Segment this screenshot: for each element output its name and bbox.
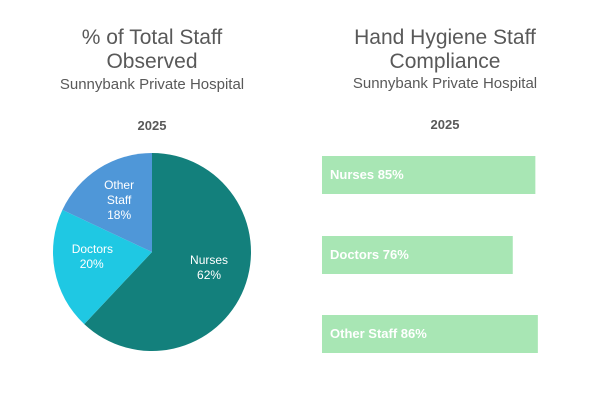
chart-title: % of Total Staff Observed: [81, 26, 223, 73]
bar: [322, 236, 513, 274]
bar-label: Nurses 85%: [330, 167, 404, 182]
chart-subtitle: Sunnybank Private Hospital: [59, 76, 245, 93]
slice-label: Other Staff 18%: [89, 178, 149, 223]
bar: [322, 315, 538, 353]
category-label: Nurses: [190, 252, 229, 267]
value-label: 18%: [107, 208, 132, 223]
pie-slice: [84, 153, 252, 351]
value-label: 62%: [197, 267, 222, 282]
chart-subtitle: Sunnybank Private Hospital: [352, 75, 538, 92]
category-label: Other Staff: [104, 178, 135, 208]
slice-label: Nurses 62%: [179, 253, 239, 283]
bar: [322, 156, 536, 194]
chart-title: Hand Hygiene Staff Compliance: [354, 26, 536, 73]
year-label: 2025: [430, 117, 460, 132]
pie-slice: [62, 153, 153, 252]
category-label: Doctors: [71, 241, 114, 256]
bar-label: Doctors 76%: [330, 247, 409, 262]
pie-slice: [53, 209, 153, 325]
year-label: 2025: [137, 118, 167, 133]
value-label: 20%: [79, 256, 104, 271]
slice-label: Doctors 20%: [62, 242, 122, 272]
bar-label: Other Staff 86%: [330, 326, 427, 341]
